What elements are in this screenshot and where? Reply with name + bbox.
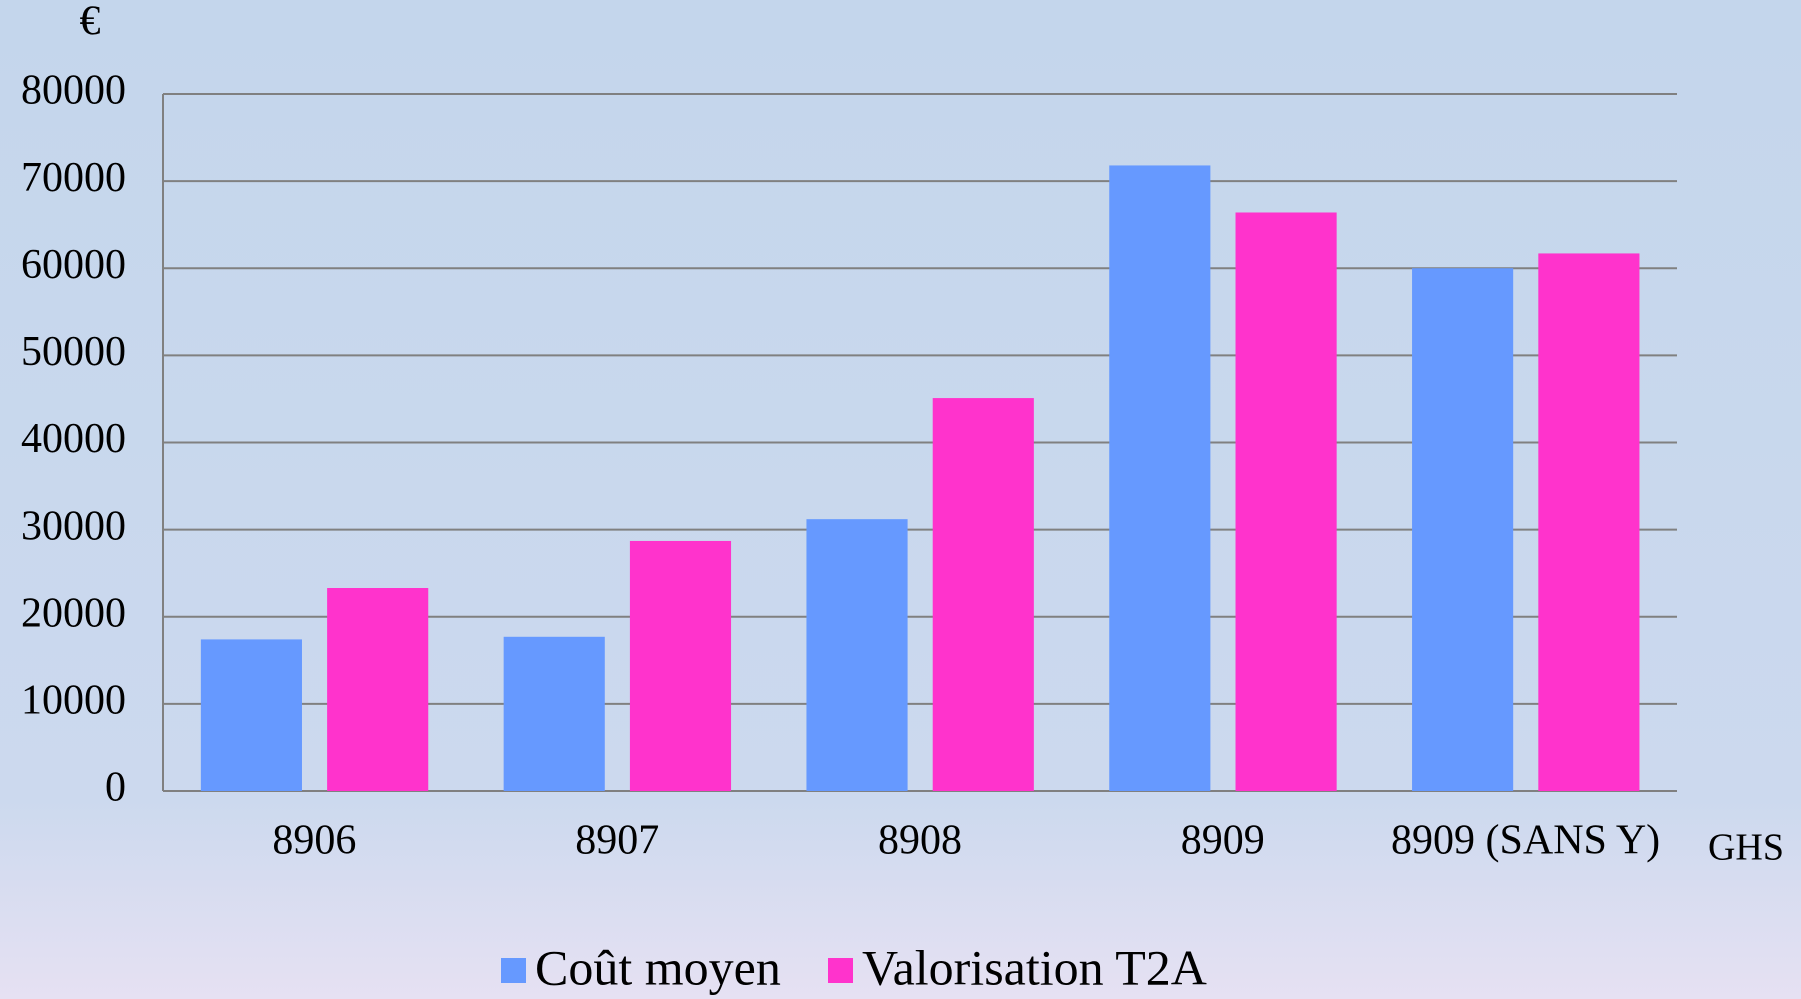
- legend-swatch: [828, 958, 853, 983]
- y-tick-label: 50000: [21, 329, 126, 375]
- y-tick-label: 10000: [21, 678, 126, 724]
- x-tick-label: 8909: [1181, 818, 1265, 864]
- legend-swatch: [501, 958, 526, 983]
- x-tick-label: 8907: [575, 818, 659, 864]
- x-tick-label: 8906: [272, 818, 356, 864]
- bar: [932, 398, 1034, 791]
- y-tick-label: 80000: [21, 68, 126, 114]
- y-tick-label: 60000: [21, 242, 126, 288]
- bar: [503, 636, 605, 791]
- bar: [1235, 212, 1337, 792]
- y-tick-label: 70000: [21, 155, 126, 201]
- bar: [1538, 253, 1640, 792]
- x-tick-label: 8909 (SANS Y): [1391, 818, 1660, 864]
- legend-label: Valorisation T2A: [862, 939, 1207, 995]
- y-tick-label: 30000: [21, 503, 126, 549]
- x-axis-label: GHS: [1708, 827, 1784, 869]
- x-tick-label: 8908: [878, 818, 962, 864]
- bar: [1109, 165, 1211, 791]
- y-tick-label: 40000: [21, 416, 126, 462]
- bar: [1412, 268, 1514, 791]
- y-tick-label: 0: [105, 765, 126, 811]
- bar: [200, 639, 302, 791]
- bar: [327, 587, 429, 791]
- legend-label: Coût moyen: [535, 939, 781, 995]
- y-tick-label: 20000: [21, 590, 126, 636]
- bar: [806, 519, 908, 791]
- bar: [629, 540, 732, 791]
- y-axis-label: €: [80, 0, 101, 45]
